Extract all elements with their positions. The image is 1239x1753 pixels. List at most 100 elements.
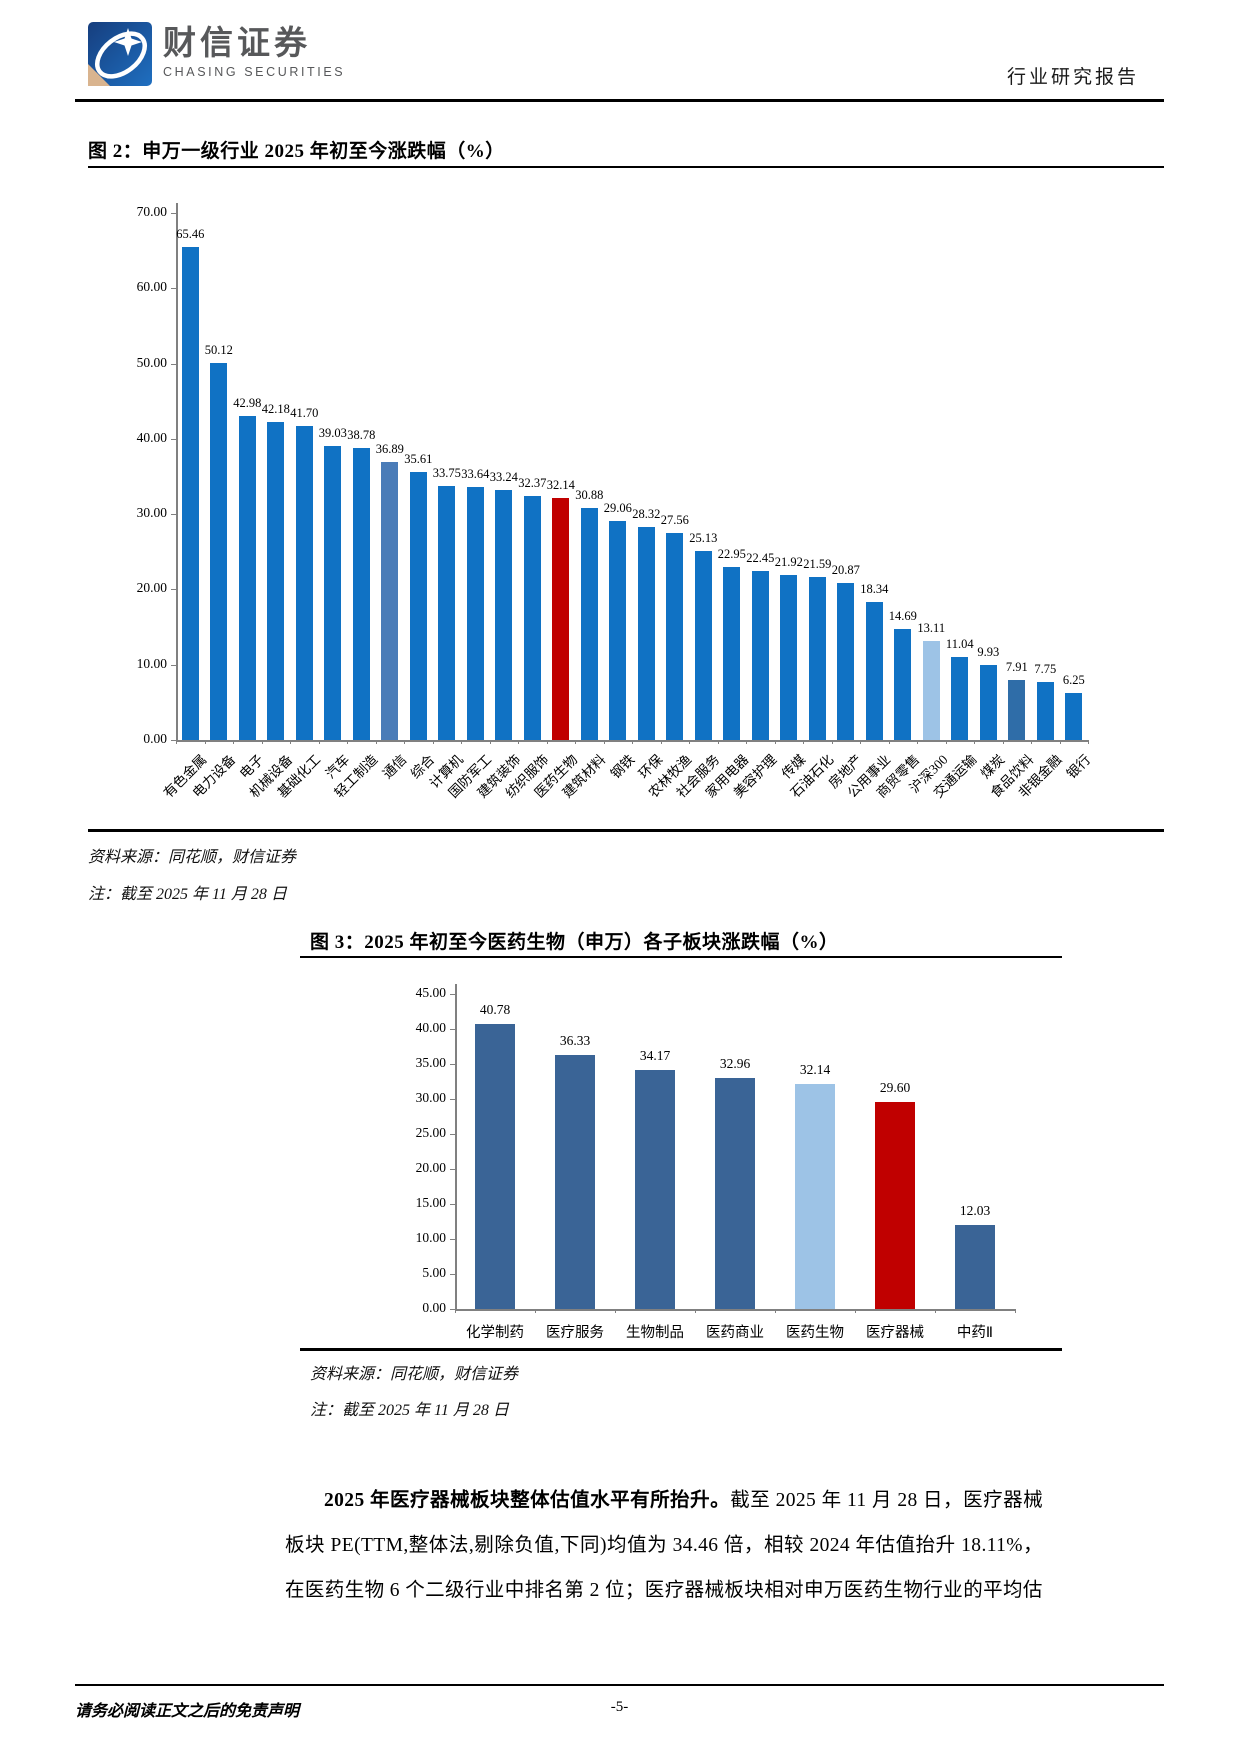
figure2-source: 资料来源：同花顺，财信证券 [88,849,297,866]
chart-industry-returns: 70.00 60.00 50.00 40.00 30.00 20.00 10.00 0.00 6… [88,178,1118,826]
y-axis-tick-label: 30.00 [136,505,167,521]
bar [324,446,342,740]
x-axis-label-text: 钢铁 [607,751,638,782]
x-axis-tick [1015,1309,1016,1313]
bar-value-label: 33.64 [461,466,490,481]
bar [955,1224,995,1309]
x-axis-tick [489,740,491,744]
y-axis-tick-label: 30.00 [415,1090,446,1105]
bar-value-label: 39.03 [318,426,347,441]
bar [666,532,684,740]
x-axis-tick [404,740,405,744]
x-axis-tick [660,740,662,744]
bar-value-label: 32.14 [546,478,575,493]
bar-value-label: 32.14 [799,1062,831,1078]
figure2-bottom-rule [88,829,1164,832]
header-divider [75,99,1164,102]
paragraph-body-text: 截至 2025 年 11 月 28 日，医疗器械板块 PE(TTM,整体法,剔除… [285,1490,1043,1602]
y-axis-tick-label: 70.00 [136,204,167,219]
bar-value-label: 27.56 [660,512,689,527]
bar-value-label: 21.92 [774,554,803,569]
bar [181,247,199,740]
x-axis-tick [535,1309,536,1313]
x-axis-tick [945,740,947,744]
x-axis-label: 医疗器械 [866,1325,924,1341]
bar [865,601,883,740]
y-axis-tick-label: 0.00 [422,1300,446,1315]
bar [238,416,256,740]
bar-value-label: 29.60 [879,1079,911,1095]
bar [1008,680,1026,740]
bar [875,1101,915,1309]
x-axis-tick [615,1309,616,1313]
bar [267,422,285,740]
x-axis-label-text: 通信 [379,751,410,782]
y-axis-tick [171,589,176,591]
x-axis-tick [204,740,206,744]
company-name: 财信证券 CHASING SECURITIES [163,24,345,79]
y-axis-tick [171,288,176,290]
y-axis-line [455,984,457,1309]
x-axis-tick [432,740,434,744]
bar-value-label: 42.18 [261,402,290,417]
bar-value-label: 36.89 [375,442,404,457]
y-axis-tick-label: 40.00 [415,1020,446,1035]
x-axis-tick [632,740,633,744]
bar-value-label: 21.59 [803,557,832,572]
y-axis-tick [450,1274,455,1275]
bar [723,567,741,740]
figure3-top-rule [300,956,1062,958]
x-axis-tick [347,740,348,744]
bar-value-label: 30.88 [575,487,604,502]
x-axis-tick [176,740,177,744]
x-axis-tick [935,1309,936,1313]
y-axis-tick [171,514,176,516]
x-axis-tick [461,740,462,744]
y-axis-tick-label: 35.00 [415,1055,446,1070]
y-axis-tick [450,1309,455,1310]
bar-value-label: 7.75 [1034,661,1057,676]
x-axis-label: 中药Ⅱ [956,1325,994,1341]
bar [637,526,655,740]
chart-pharma-subsector-returns: 45.00 40.00 35.00 30.00 25.00 20.00 15.00 10.00… [355,965,1055,1350]
figure3-source: 资料来源：同花顺，财信证券 [310,1366,519,1383]
company-name-cn: 财信证券 [163,24,311,61]
bar [295,426,313,740]
bar-value-label: 14.69 [888,609,917,624]
bar-value-label: 6.25 [1062,672,1085,687]
x-axis-tick [689,740,690,744]
bar [951,656,969,740]
bar [808,577,826,740]
y-axis-tick-label: 45.00 [415,985,446,1000]
y-axis-tick [171,664,176,666]
bar-value-label: 36.33 [559,1032,591,1048]
x-axis-line [455,1309,1016,1311]
paragraph-lead-bold: 2025 年医疗器械板块整体估值水平有所抬升。 [324,1490,731,1511]
figure3-note: 注：截至 2025 年 11 月 28 日 [310,1402,509,1419]
bar-value-label: 40.78 [479,1001,511,1017]
bar-value-label: 33.75 [432,465,461,480]
x-axis-label: 化学制药 [466,1325,524,1341]
bar-value-label: 12.03 [959,1202,991,1218]
x-axis-tick [774,740,776,744]
y-axis-tick-label: 0.00 [143,731,167,746]
y-axis-tick-label: 40.00 [136,429,167,445]
bar-value-label: 42.98 [233,396,262,411]
x-axis-tick [1088,740,1089,744]
y-axis-tick-label: 10.00 [136,655,167,671]
x-axis-tick [1031,740,1032,744]
bar [409,471,427,740]
figure2-note: 注：截至 2025 年 11 月 28 日 [88,886,287,903]
page-number: -5- [610,1699,629,1715]
x-axis-tick [717,740,719,744]
bar-value-label: 9.93 [977,645,1000,660]
x-axis-tick [855,1309,856,1313]
bar [694,550,712,740]
x-axis-tick [455,1309,456,1313]
bar [1036,681,1054,740]
company-name-en: CHASING SECURITIES [163,65,346,79]
y-axis-line [176,203,178,740]
x-axis-tick [746,740,747,744]
x-axis-tick [803,740,804,744]
x-axis-tick [888,740,890,744]
